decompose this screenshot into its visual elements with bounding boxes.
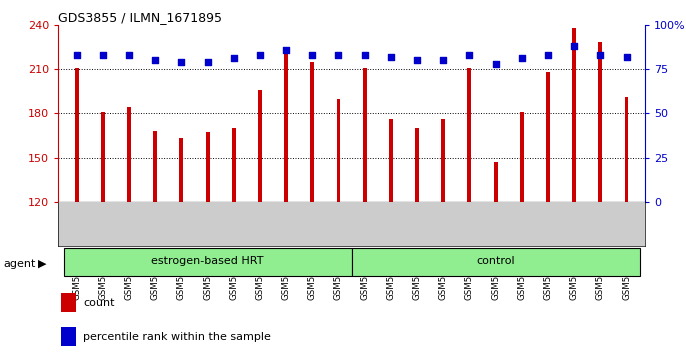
Point <box>150 57 161 63</box>
Point <box>517 56 528 61</box>
Point <box>595 52 606 58</box>
Bar <box>624 97 628 354</box>
Bar <box>61 293 76 312</box>
Bar <box>180 138 183 354</box>
Bar <box>441 119 445 354</box>
Bar <box>337 98 340 354</box>
Bar <box>494 162 497 354</box>
Point <box>123 52 134 58</box>
Point <box>97 52 108 58</box>
Point <box>333 52 344 58</box>
Text: control: control <box>476 256 515 266</box>
Point <box>543 52 554 58</box>
Bar <box>351 248 639 276</box>
Point <box>71 52 82 58</box>
Bar <box>415 128 419 354</box>
Text: estrogen-based HRT: estrogen-based HRT <box>152 256 264 266</box>
Bar <box>127 107 131 354</box>
Bar <box>232 128 236 354</box>
Bar <box>389 119 393 354</box>
Bar <box>64 248 351 276</box>
Bar <box>598 42 602 354</box>
Point <box>569 43 580 49</box>
Point <box>490 61 501 67</box>
Point <box>386 54 397 59</box>
Point <box>176 59 187 65</box>
Bar <box>572 28 576 354</box>
Text: ▶: ▶ <box>38 259 46 269</box>
Point <box>255 52 265 58</box>
Bar <box>206 132 209 354</box>
Bar <box>546 72 550 354</box>
Bar <box>363 68 366 354</box>
Point <box>202 59 213 65</box>
Point <box>281 47 292 52</box>
Bar <box>61 327 76 346</box>
Bar <box>467 68 471 354</box>
Point <box>464 52 475 58</box>
Bar <box>258 90 262 354</box>
Bar <box>75 68 79 354</box>
Bar <box>520 112 523 354</box>
Point <box>307 52 318 58</box>
Bar <box>153 131 157 354</box>
Text: agent: agent <box>3 259 36 269</box>
Point <box>228 56 239 61</box>
Bar <box>284 47 288 354</box>
Point <box>438 57 449 63</box>
Text: count: count <box>83 298 115 308</box>
Point <box>359 52 370 58</box>
Text: GDS3855 / ILMN_1671895: GDS3855 / ILMN_1671895 <box>58 11 222 24</box>
Bar <box>310 62 314 354</box>
Text: percentile rank within the sample: percentile rank within the sample <box>83 331 271 342</box>
Bar <box>101 112 105 354</box>
Point <box>621 54 632 59</box>
Point <box>412 57 423 63</box>
